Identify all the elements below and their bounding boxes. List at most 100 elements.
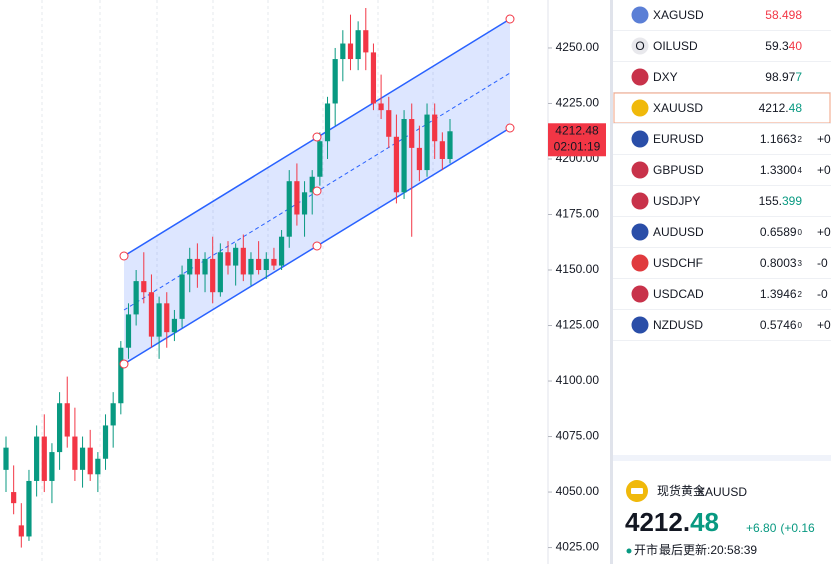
candle-body (447, 131, 453, 159)
panel-separator (613, 455, 831, 461)
symbol: EURUSD (653, 132, 704, 146)
handle[interactable] (312, 241, 322, 251)
symbol-icon (631, 316, 649, 334)
symbol: USDJPY (653, 194, 700, 208)
price-pip: 2 (798, 135, 803, 144)
candle-body (432, 114, 438, 142)
handle[interactable] (505, 123, 515, 133)
watch-row[interactable]: NZDUSD 0.57460 +0 (613, 316, 831, 341)
price-main: 58.498 (765, 8, 802, 22)
watch-row[interactable]: GBPUSD 1.33004 +0 (613, 161, 831, 186)
price-main: 0.5746 (760, 318, 797, 332)
symbol: AUDUSD (653, 225, 704, 239)
symbol: DXY (653, 70, 678, 84)
symbol: XAGUSD (653, 8, 704, 22)
candle-body (72, 436, 78, 470)
watch-row[interactable]: USDCAD 1.39462 -0 (613, 285, 831, 310)
watch-row[interactable]: XAUUSD 4212.48 (613, 92, 831, 124)
channel-handles[interactable] (119, 14, 515, 369)
handle[interactable] (312, 186, 322, 196)
handle[interactable] (312, 132, 322, 142)
symbol: USDCAD (653, 287, 704, 301)
candle-body (194, 258, 200, 275)
symbol-icon (631, 6, 649, 24)
candles (3, 7, 453, 548)
symbol-icon (631, 254, 649, 272)
handle[interactable] (505, 14, 515, 24)
symbol-icon (631, 130, 649, 148)
candle-body (26, 480, 32, 537)
y-tick-label: 4150.00 (556, 262, 600, 276)
candle-body (317, 141, 323, 177)
candle-body (118, 347, 124, 404)
change: +0 (817, 225, 831, 239)
price-tail: 48 (690, 507, 719, 537)
price-main: 1.3300 (760, 163, 797, 177)
watch-row[interactable]: USDCHF 0.80033 -0 (613, 254, 831, 279)
candle-body (386, 110, 392, 137)
price: 1.33004 (760, 163, 803, 177)
candle-body (18, 525, 24, 537)
candle-body (309, 176, 315, 193)
candle-body (278, 236, 285, 266)
candle-body (355, 30, 361, 60)
icon-letter: O (635, 39, 644, 53)
last-price: 4212.48 (555, 123, 599, 137)
watch-row[interactable]: XAGUSD 58.498 (613, 6, 831, 31)
candle-body (141, 281, 147, 293)
watch-row[interactable]: USDJPY 155.399 (613, 192, 831, 217)
symbol: NZDUSD (653, 318, 703, 332)
watch-row[interactable]: AUDUSD 0.65890 +0 (613, 223, 831, 248)
price-pip: 0 (798, 228, 803, 237)
price-main: 155. (759, 194, 782, 208)
candle-body (102, 425, 109, 459)
watchlist: XAGUSD 58.498 O OILUSD 59.340 DXY 98.977 XAUUSD… (613, 6, 831, 341)
symbol-icon (631, 223, 649, 241)
candle-body (263, 258, 269, 271)
price-main: 4212. (625, 507, 690, 537)
candle-body (363, 30, 369, 53)
y-tick-label: 4100.00 (556, 373, 600, 387)
price-main: 98.97 (765, 70, 795, 84)
price-main: 0.6589 (760, 225, 797, 239)
last-price-box (548, 123, 606, 157)
price: 98.977 (765, 70, 802, 84)
watch-row[interactable]: O OILUSD 59.340 (613, 37, 831, 62)
candle-body (179, 274, 185, 319)
candle-body (34, 436, 40, 481)
status: 开市 (634, 542, 658, 557)
candle-body (87, 447, 93, 475)
price-main: 59.3 (765, 39, 789, 53)
candle-body (424, 114, 430, 171)
candle-body (187, 258, 193, 275)
candle-body (164, 303, 170, 333)
candle-body (340, 43, 346, 60)
candle-body (256, 258, 262, 271)
handle[interactable] (119, 359, 129, 369)
price-main: 4212. (759, 101, 789, 115)
symbol-icon (631, 99, 649, 117)
symbol-icon (631, 37, 649, 55)
handle[interactable] (119, 251, 129, 261)
price-pip: 4 (798, 166, 803, 175)
change: -0 (817, 287, 828, 301)
price-axis: 4250.004225.004200.004175.004150.004125.… (548, 40, 606, 554)
detail-change: +6.80 (+0.16 (746, 521, 815, 535)
candle-body (294, 181, 300, 215)
y-tick-label: 4075.00 (556, 429, 600, 443)
symbol: USDCHF (653, 256, 703, 270)
candle-body (95, 458, 101, 475)
candle-body (347, 43, 354, 60)
candle-body (332, 59, 338, 104)
price-tail: 48 (789, 101, 803, 115)
price-tail: 7 (795, 70, 802, 84)
symbol: GBPUSD (653, 163, 704, 177)
watch-row[interactable]: EURUSD 1.16632 +0 (613, 130, 831, 155)
candle-body (49, 452, 55, 481)
candle-body (301, 192, 308, 215)
candle-body (217, 252, 223, 293)
candle-body (240, 247, 246, 275)
candle-body (233, 247, 239, 266)
price: 0.65890 (760, 225, 803, 239)
price: 1.39462 (760, 287, 803, 301)
